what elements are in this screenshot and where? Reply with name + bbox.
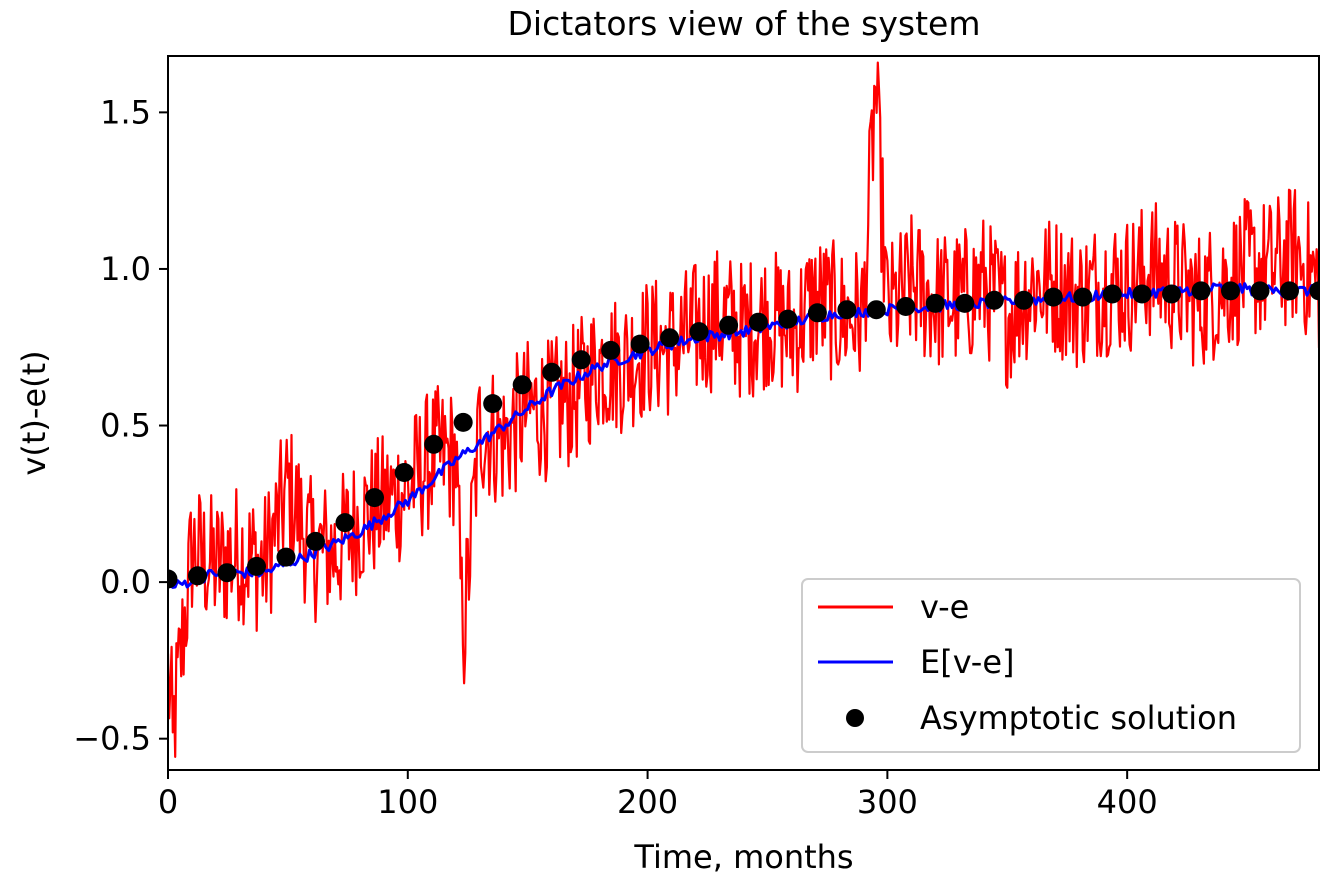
asymptotic-point	[276, 547, 296, 567]
asymptotic-point	[1191, 281, 1211, 301]
plot-frame	[167, 55, 1320, 771]
asymptotic-point	[1102, 284, 1122, 304]
asymptotic-point	[335, 513, 355, 533]
x-tick-label: 300	[857, 783, 918, 821]
asymptotic-point	[748, 312, 768, 332]
asymptotic-point	[247, 556, 266, 576]
legend: v-e E[v-e] Asymptotic solution	[801, 578, 1301, 753]
asymptotic-point	[984, 290, 1004, 310]
asymptotic-point	[1250, 281, 1270, 301]
series-line-ve	[168, 61, 1319, 758]
legend-swatch-asymptotic	[846, 709, 864, 727]
asymptotic-point	[306, 531, 325, 551]
x-tick-label: 100	[377, 783, 438, 821]
asymptotic-point	[483, 394, 503, 414]
asymptotic-point	[778, 309, 798, 329]
asymptotic-point	[866, 300, 886, 320]
asymptotic-point	[424, 434, 444, 454]
y-tick-label: 1.5	[100, 93, 151, 131]
asymptotic-point	[1221, 281, 1240, 301]
asymptotic-point	[1132, 284, 1152, 304]
y-axis: −0.5 0.0 0.5 1.0 1.5	[73, 93, 168, 758]
y-tick-label: −0.5	[73, 720, 151, 758]
asymptotic-point	[188, 566, 207, 586]
asymptotic-point	[217, 563, 237, 583]
x-tick-label: 0	[158, 783, 178, 821]
asymptotic-point	[1073, 287, 1093, 307]
x-tick-label: 200	[617, 783, 678, 821]
asymptotic-point	[168, 569, 178, 589]
chart-title: Dictators view of the system	[508, 4, 981, 43]
legend-label-ve: v-e	[920, 588, 969, 626]
legend-label-asymptotic: Asymptotic solution	[920, 699, 1237, 737]
asymptotic-point	[571, 350, 591, 370]
y-axis-label: v(t)-e(t)	[15, 350, 53, 475]
x-axis: 0 100 200 300 400	[158, 770, 1158, 821]
asymptotic-point	[719, 315, 739, 335]
asymptotic-point	[925, 293, 945, 313]
asymptotic-point	[365, 488, 384, 508]
series-line-expectation	[168, 282, 1319, 589]
asymptotic-point	[601, 340, 621, 360]
asymptotic-point	[660, 328, 680, 348]
asymptotic-point	[837, 300, 857, 320]
asymptotic-point	[1280, 281, 1299, 301]
asymptotic-point	[1309, 281, 1319, 301]
asymptotic-point	[453, 412, 473, 432]
legend-label-expectation: E[v-e]	[920, 643, 1015, 681]
asymptotic-point	[1014, 290, 1034, 310]
asymptotic-point	[807, 303, 827, 323]
y-tick-label: 0.0	[100, 563, 151, 601]
plot-area	[168, 61, 1319, 758]
asymptotic-point	[542, 362, 562, 382]
x-axis-label: Time, months	[633, 838, 853, 876]
asymptotic-point	[896, 297, 916, 316]
x-tick-label: 400	[1097, 783, 1158, 821]
legend-box	[801, 578, 1301, 753]
asymptotic-point	[630, 334, 650, 354]
y-tick-label: 0.5	[100, 407, 151, 445]
asymptotic-point	[1043, 287, 1063, 307]
asymptotic-point	[689, 322, 709, 342]
asymptotic-point	[394, 463, 414, 482]
asymptotic-point	[512, 375, 532, 395]
y-tick-label: 1.0	[100, 250, 151, 288]
asymptotic-point	[1162, 284, 1181, 304]
asymptotic-point	[955, 293, 975, 313]
